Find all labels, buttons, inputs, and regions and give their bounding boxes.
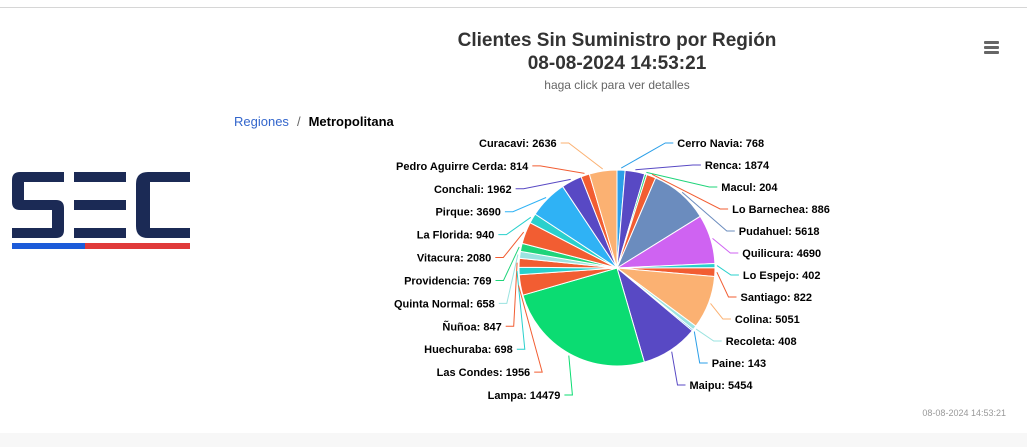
pie-slice-lampa[interactable] <box>522 267 645 367</box>
pie-connector <box>564 355 573 396</box>
pie-label-las-condes[interactable]: Las Condes: 1956 <box>437 367 531 379</box>
logo-letter-c <box>136 172 190 238</box>
sec-logo <box>12 172 190 249</box>
chart-menu-button[interactable] <box>982 38 1004 56</box>
hamburger-menu-icon <box>984 46 999 49</box>
pie-connector <box>516 271 526 350</box>
pie-connector <box>498 216 532 236</box>
pie-label-pudahuel[interactable]: Pudahuel: 5618 <box>739 226 820 238</box>
pie-connector <box>716 271 737 298</box>
pie-connector <box>712 238 739 254</box>
pie-label-renca[interactable]: Renca: 1874 <box>705 160 770 172</box>
pie-label-paine[interactable]: Paine: 143 <box>712 358 766 370</box>
pie-label-pedro-aguirre-cerda[interactable]: Pedro Aguirre Cerda: 814 <box>396 161 529 173</box>
logo-stripe-red <box>85 243 190 249</box>
pie-label-colina[interactable]: Colina: 5051 <box>735 314 800 326</box>
pie-connector <box>671 351 686 386</box>
pie-label-recoleta[interactable]: Recoleta: 408 <box>726 336 797 348</box>
pie-connector <box>515 178 571 190</box>
pie-connector <box>695 328 722 342</box>
logo-letter-e-top <box>74 172 126 182</box>
pie-label-lampa[interactable]: Lampa: 14479 <box>488 390 561 402</box>
pie-label-lo-barnechea[interactable]: Lo Barnechea: 886 <box>732 204 830 216</box>
pie-label-quinta-normal[interactable]: Quinta Normal: 658 <box>394 298 495 310</box>
pie-connector <box>560 142 604 170</box>
pie-label-curacavi[interactable]: Curacavi: 2636 <box>479 138 557 150</box>
chart-title: Clientes Sin Suministro por Región <box>457 30 777 51</box>
pie-label-providencia[interactable]: Providencia: 769 <box>404 276 491 288</box>
breadcrumb-separator: / <box>296 114 301 129</box>
logo-stripe-blue <box>12 243 85 249</box>
pie-labels: Cerro Navia: 768 Renca: 1874 Macul: 204 Lo … <box>394 138 830 402</box>
pie-connector <box>504 197 547 213</box>
pie-slices <box>518 169 716 367</box>
pie-connector <box>532 165 585 174</box>
pie-connectors <box>495 142 739 396</box>
pie-connector <box>651 173 729 210</box>
hamburger-menu-icon <box>984 41 999 44</box>
pie-label-vitacura[interactable]: Vitacura: 2080 <box>417 253 491 265</box>
pie-label-ñuñoa[interactable]: Ñuñoa: 847 <box>442 320 501 333</box>
pie-connector <box>710 303 731 320</box>
pie-label-huechuraba[interactable]: Huechuraba: 698 <box>424 344 513 356</box>
pie-label-santiago[interactable]: Santiago: 822 <box>741 292 813 304</box>
top-border <box>0 7 1027 8</box>
timestamp: 08-08-2024 14:53:21 <box>922 408 1006 418</box>
pie-connector <box>693 331 708 364</box>
pie-connector <box>495 231 525 258</box>
chart-subtitle-date: 08-08-2024 14:53:21 <box>527 53 707 74</box>
logo-letter-s <box>12 172 64 238</box>
pie-connector <box>716 265 739 276</box>
pie-connector <box>495 246 520 281</box>
pie-slice-curacavi[interactable] <box>588 169 618 269</box>
hamburger-menu-icon <box>984 51 999 54</box>
pie-connector <box>620 142 674 169</box>
breadcrumb-link-regiones[interactable]: Regiones <box>234 114 289 129</box>
pie-label-pirque[interactable]: Pirque: 3690 <box>435 207 500 219</box>
pie-label-la-florida[interactable]: La Florida: 940 <box>417 230 495 242</box>
pie-label-quilicura[interactable]: Quilicura: 4690 <box>742 248 821 260</box>
pie-label-macul[interactable]: Macul: 204 <box>721 182 778 194</box>
bottom-band <box>0 433 1027 447</box>
pie-label-cerro-navia[interactable]: Cerro Navia: 768 <box>677 138 764 150</box>
pie-connector <box>498 254 519 304</box>
chart-subtitle: haga click para ver detalles <box>544 78 690 92</box>
pie-connector <box>518 285 543 373</box>
pie-label-lo-espejo[interactable]: Lo Espejo: 402 <box>743 270 821 282</box>
breadcrumb-current: Metropolitana <box>308 114 394 129</box>
pie-connector <box>681 191 735 232</box>
logo-letter-e-middle <box>74 200 126 210</box>
breadcrumb: Regiones / Metropolitana <box>234 114 394 129</box>
pie-label-maipu[interactable]: Maipu: 5454 <box>690 380 754 392</box>
pie-connector <box>646 171 718 188</box>
pie-connector <box>635 164 701 171</box>
pie-connector <box>505 262 518 327</box>
pie-label-conchali[interactable]: Conchali: 1962 <box>434 184 512 196</box>
logo-letter-e-bottom <box>74 228 126 238</box>
